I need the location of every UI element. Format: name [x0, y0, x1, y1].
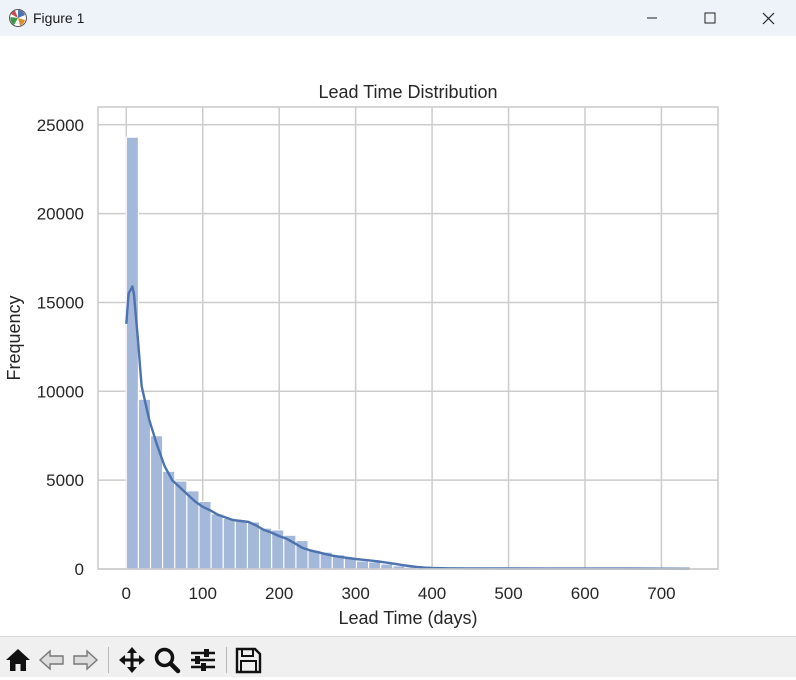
pan-icon — [117, 645, 147, 675]
configure-subplots-button[interactable] — [188, 645, 218, 675]
y-tick-label: 10000 — [37, 382, 84, 401]
maximize-icon — [704, 12, 716, 24]
window-title: Figure 1 — [33, 10, 84, 26]
histogram-bar — [369, 562, 381, 569]
minimize-button[interactable] — [623, 0, 681, 36]
y-tick-label: 0 — [75, 560, 84, 579]
x-tick-label: 100 — [189, 584, 217, 603]
histogram-bar — [199, 501, 211, 569]
window-titlebar: Figure 1 — [0, 0, 796, 36]
back-button[interactable] — [37, 645, 67, 675]
histogram-chart: 0 100 200 300 400 500 600 700 0 5000 10000 15000 200… — [0, 36, 796, 636]
histogram-bar — [223, 518, 235, 569]
back-arrow-icon — [37, 645, 67, 675]
histogram-bar — [235, 520, 247, 569]
histogram-bar — [247, 522, 259, 569]
x-tick-label: 0 — [122, 584, 131, 603]
histogram-bar — [260, 528, 272, 569]
forward-arrow-icon — [70, 645, 100, 675]
close-button[interactable] — [739, 0, 796, 36]
histogram-bar — [175, 481, 187, 569]
save-button[interactable] — [233, 645, 263, 675]
configure-subplots-icon — [188, 645, 218, 675]
x-tick-label: 300 — [341, 584, 369, 603]
histogram-bars — [126, 137, 696, 569]
y-axis-label: Frequency — [4, 295, 24, 380]
close-icon — [762, 12, 775, 25]
save-icon — [233, 645, 263, 675]
chart-title: Lead Time Distribution — [318, 82, 497, 102]
x-tick-label: 700 — [647, 584, 675, 603]
zoom-button[interactable] — [152, 645, 182, 675]
minimize-icon — [646, 12, 658, 24]
x-tick-label: 600 — [571, 584, 599, 603]
maximize-button[interactable] — [681, 0, 739, 36]
y-tick-label: 15000 — [37, 293, 84, 312]
navigation-toolbar — [0, 636, 796, 677]
toolbar-separator — [226, 647, 227, 673]
histogram-bar — [163, 471, 175, 569]
toolbar-separator — [108, 647, 109, 673]
pan-button[interactable] — [117, 645, 147, 675]
forward-button[interactable] — [70, 645, 100, 675]
x-tick-label: 500 — [494, 584, 522, 603]
zoom-icon — [152, 645, 182, 675]
x-tick-label: 200 — [265, 584, 293, 603]
figure-canvas: 0 100 200 300 400 500 600 700 0 5000 10000 15000 200… — [0, 36, 796, 636]
y-tick-label: 25000 — [37, 116, 84, 135]
histogram-bar — [211, 514, 223, 569]
x-axis-label: Lead Time (days) — [338, 608, 477, 628]
y-tick-label: 20000 — [37, 205, 84, 224]
matplotlib-logo-icon — [8, 8, 28, 28]
histogram-bar — [357, 561, 369, 569]
histogram-bar — [138, 399, 150, 569]
home-button[interactable] — [3, 645, 33, 675]
home-icon — [3, 645, 33, 675]
y-tick-label: 5000 — [46, 471, 84, 490]
histogram-bar — [126, 137, 138, 569]
x-tick-label: 400 — [418, 584, 446, 603]
